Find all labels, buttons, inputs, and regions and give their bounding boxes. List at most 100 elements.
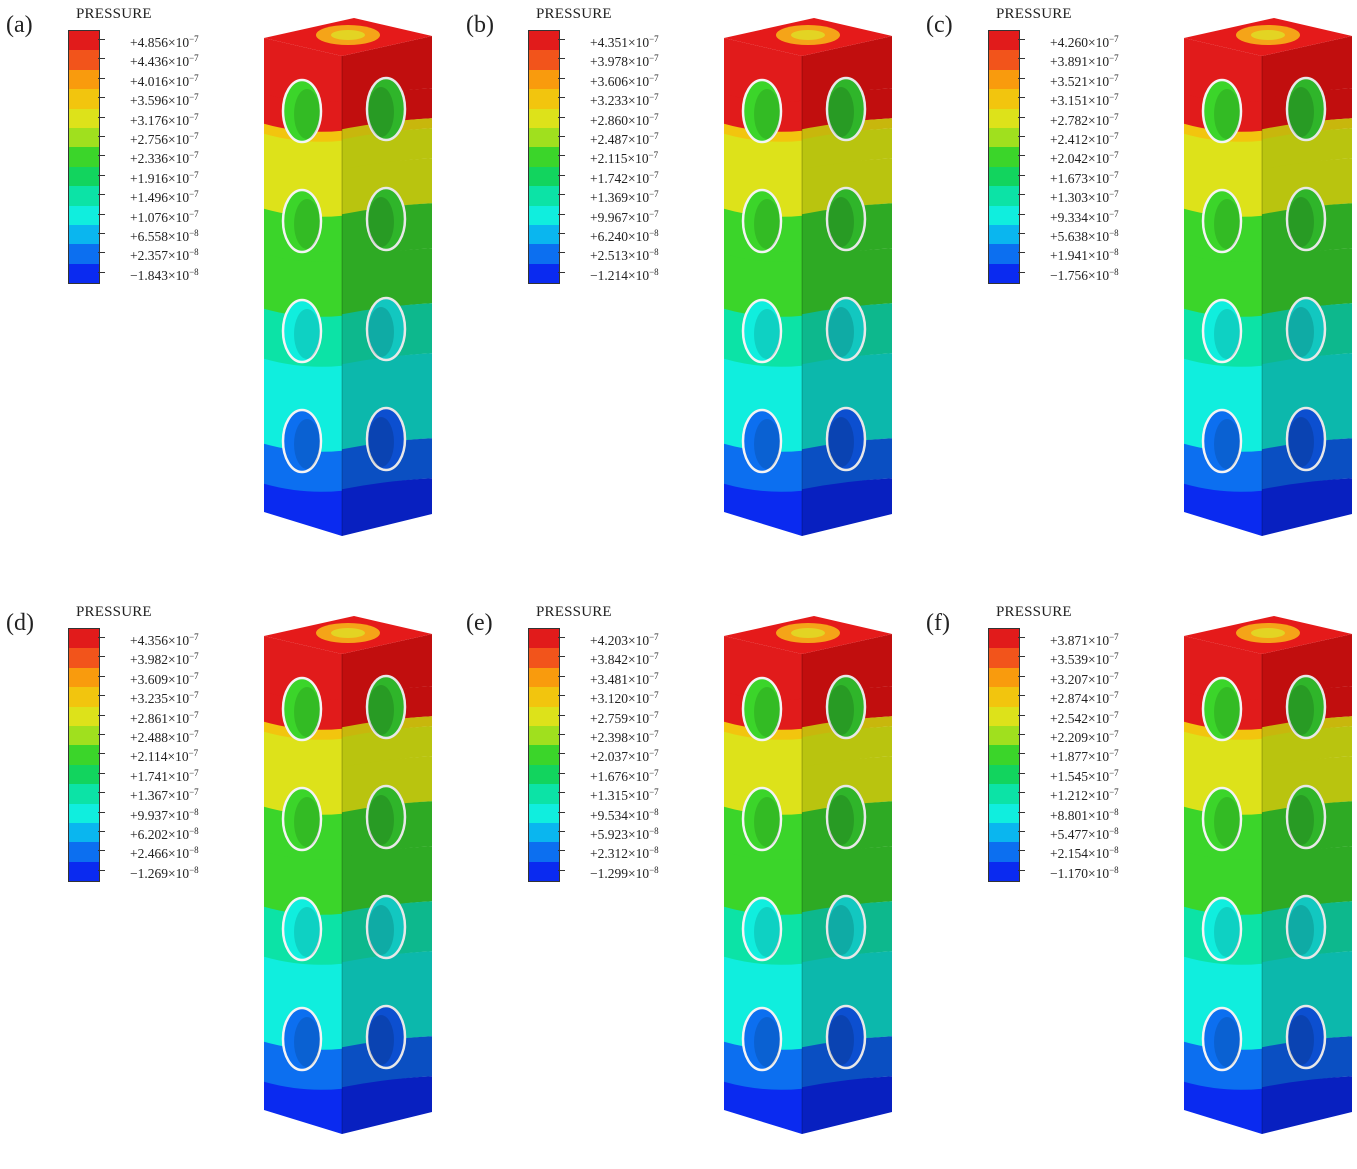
legend-tick-label: +9.967×10−7 <box>590 208 659 225</box>
legend-tick-label: +3.235×10−7 <box>130 690 199 707</box>
legend-tick <box>1018 637 1025 638</box>
legend-tick <box>1018 136 1025 137</box>
legend-swatch <box>989 706 1019 726</box>
hole-shadow <box>1214 89 1240 139</box>
legend-swatch <box>529 224 559 245</box>
hole-shadow <box>828 87 854 137</box>
legend-tick <box>98 116 105 118</box>
legend-tick-label: +3.539×10−7 <box>1050 651 1119 668</box>
legend-tick <box>1018 656 1025 658</box>
panel-b: (b) PRESSURE +4.351×10−7 +3.978×10−7 +3.606×… <box>460 0 912 571</box>
hole-shadow <box>294 309 320 359</box>
legend-tick-label: +2.759×10−7 <box>590 709 659 726</box>
legend-tick <box>558 194 565 196</box>
panel-f: (f) PRESSURE +3.871×10−7 +3.539×10−7 +3.207×… <box>920 598 1357 1169</box>
legend-swatch <box>529 31 559 51</box>
legend-tick-label: +8.801×10−8 <box>1050 806 1119 823</box>
hole-shadow <box>294 199 320 249</box>
legend-swatch <box>69 186 99 206</box>
legend-tick-label: +3.233×10−7 <box>590 92 659 109</box>
legend-tick-label: +3.982×10−7 <box>130 651 199 668</box>
legend-tick <box>1018 792 1025 794</box>
hole <box>281 78 323 144</box>
hole-shadow <box>754 419 780 469</box>
pillar-front-face <box>1184 38 1262 536</box>
legend-tick <box>1018 734 1025 735</box>
legend-swatch <box>529 784 559 804</box>
legend-swatch <box>529 648 559 668</box>
legend-swatch <box>989 725 1019 746</box>
hole <box>365 406 407 472</box>
hole-shadow <box>368 795 394 845</box>
legend-tick-label: +4.260×10−7 <box>1050 34 1119 50</box>
hole-shadow <box>294 89 320 139</box>
legend-swatch <box>989 224 1019 245</box>
legend-tick-label: −1.214×10−8 <box>590 266 659 283</box>
top-pressure-core <box>331 30 365 40</box>
legend-tick <box>98 850 105 852</box>
legend-swatch <box>529 89 559 109</box>
legend-swatch <box>989 69 1019 90</box>
legend-swatch <box>529 244 559 264</box>
color-legend: +4.260×10−7 +3.891×10−7 +3.521×10−7 +3.151×… <box>988 30 1119 285</box>
legend-swatch <box>989 50 1019 70</box>
legend-swatch <box>69 263 99 284</box>
legend-swatch <box>989 186 1019 206</box>
legend-tick <box>558 58 565 60</box>
hole-shadow <box>368 197 394 247</box>
legend-tick <box>98 233 105 234</box>
legend-tick <box>558 637 565 638</box>
legend-tick-label: +2.114×10−7 <box>130 748 199 765</box>
hole <box>1285 406 1327 472</box>
hole-shadow <box>828 307 854 357</box>
legend-tick-label: +4.856×10−7 <box>130 34 199 50</box>
hole <box>1201 1006 1243 1072</box>
legend-tick <box>98 155 105 157</box>
legend-swatch <box>69 803 99 823</box>
legend-tick-label: +1.369×10−7 <box>590 189 659 206</box>
legend-tick-label: +1.877×10−7 <box>1050 748 1119 765</box>
legend-swatch <box>989 822 1019 843</box>
legend-tick-label: −1.299×10−8 <box>590 864 659 881</box>
hole-shadow <box>368 417 394 467</box>
legend-swatch <box>69 667 99 688</box>
hole <box>365 296 407 362</box>
legend-tick <box>1018 271 1025 273</box>
hole-shadow <box>1214 309 1240 359</box>
hole-shadow <box>828 1015 854 1065</box>
hole <box>1285 784 1327 850</box>
hole <box>741 676 783 742</box>
legend-tick-label: +2.513×10−8 <box>590 247 659 264</box>
legend-tick <box>558 869 565 871</box>
hole <box>365 894 407 960</box>
panel-label: (a) <box>6 12 33 38</box>
legend-tick-label: +5.477×10−8 <box>1050 826 1119 842</box>
color-legend: +4.203×10−7 +3.842×10−7 +3.481×10−7 +3.120×… <box>528 628 659 883</box>
legend-tick <box>98 174 105 176</box>
legend-swatch <box>989 244 1019 264</box>
legend-swatch <box>69 629 99 649</box>
hole-shadow <box>1214 419 1240 469</box>
legend-swatch <box>529 166 559 187</box>
legend-swatch <box>989 784 1019 804</box>
legend-tick <box>558 811 565 813</box>
legend-tick-label: +9.334×10−7 <box>1050 208 1119 225</box>
panel-e: (e) PRESSURE +4.203×10−7 +3.842×10−7 +3.481×… <box>460 598 912 1169</box>
legend-tick-label: +3.176×10−7 <box>130 111 199 128</box>
legend-tick <box>558 233 565 234</box>
legend-tick-label: +2.209×10−7 <box>1050 729 1119 745</box>
legend-title: PRESSURE <box>536 6 612 22</box>
hole-shadow <box>754 907 780 957</box>
legend-tick-label: +2.412×10−7 <box>1050 131 1119 147</box>
pillar-contour-model <box>724 616 892 1134</box>
legend-tick-label: −1.269×10−8 <box>130 864 199 881</box>
legend-swatch <box>69 706 99 726</box>
legend-tick <box>98 675 105 677</box>
legend-swatch <box>989 166 1019 187</box>
legend-tick <box>558 792 565 794</box>
legend-swatch <box>69 69 99 90</box>
legend-swatch <box>989 629 1019 649</box>
legend-title: PRESSURE <box>76 604 152 620</box>
hole-shadow <box>828 417 854 467</box>
panel-a: (a) PRESSURE +4.856×10−7 +4.436×10−7 +4.016×… <box>0 0 452 571</box>
